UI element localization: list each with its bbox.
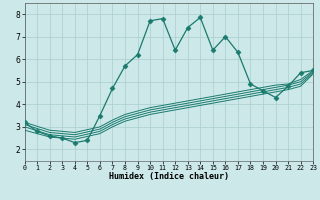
X-axis label: Humidex (Indice chaleur): Humidex (Indice chaleur)	[109, 172, 229, 181]
